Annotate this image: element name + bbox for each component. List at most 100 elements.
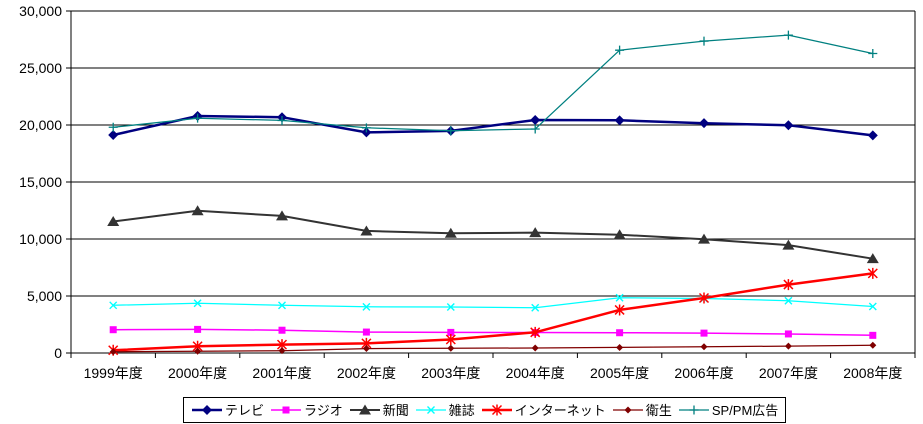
legend-marker-icon (271, 406, 302, 414)
asterisk-marker (491, 404, 502, 416)
triangle-marker (698, 233, 710, 244)
x-marker (278, 301, 286, 310)
legend-marker-icon (415, 406, 446, 414)
asterisk-marker (783, 279, 794, 291)
diamond-marker (202, 405, 212, 415)
legend-item-2: 新聞 (349, 403, 409, 417)
square-marker (278, 326, 286, 334)
x-marker (109, 301, 118, 310)
x-axis-label: 2005年度 (590, 365, 649, 381)
y-axis-label: 20,000 (19, 117, 62, 133)
series-line (113, 34, 873, 132)
plus-marker (615, 45, 625, 55)
triangle-marker (276, 210, 288, 221)
triangle-marker (191, 205, 204, 216)
x-axis-label: 2000年度 (168, 365, 227, 381)
diamond-marker (867, 130, 878, 141)
asterisk-marker (867, 267, 878, 279)
legend-label: 新聞 (382, 402, 409, 418)
diamond-small-marker (194, 347, 202, 355)
y-axis-label: 10,000 (19, 231, 62, 247)
x-axis-label: 2008年度 (843, 365, 902, 381)
triangle-marker (107, 216, 120, 227)
diamond-small-marker (109, 348, 117, 356)
plus-marker (446, 126, 456, 136)
plus-marker (277, 115, 287, 125)
legend-marker-icon (678, 405, 709, 415)
diamond-small-marker (616, 343, 624, 351)
legend-label: 雑誌 (448, 402, 475, 418)
x-axis-label: 2003年度 (421, 365, 480, 381)
legend-label: 衛生 (645, 402, 672, 418)
legend-label: ラジオ (304, 402, 343, 418)
legend-marker-icon (192, 405, 222, 415)
diamond-small-marker (362, 345, 370, 353)
x-axis-label: 2006年度 (674, 365, 733, 381)
plus-marker (689, 405, 699, 415)
x-marker (784, 296, 793, 305)
x-marker (446, 303, 455, 311)
triangle-marker (529, 227, 542, 238)
square-marker (282, 406, 290, 414)
plus-marker (783, 30, 793, 40)
asterisk-marker (530, 326, 541, 338)
square-marker (616, 329, 624, 337)
diamond-small-marker (278, 347, 286, 355)
asterisk-marker (614, 304, 625, 316)
diamond-marker (614, 115, 625, 126)
diamond-marker (699, 118, 709, 129)
triangle-marker (613, 229, 626, 240)
y-axis-label: 0 (54, 345, 62, 361)
x-marker (615, 293, 624, 302)
legend-item-0: テレビ (191, 403, 264, 417)
legend-marker-icon (349, 404, 380, 415)
triangle-marker (866, 253, 879, 264)
chart-legend: テレビ ラジオ 新聞 雑誌 インターネット 衛生 SP/PM広告 (183, 397, 787, 423)
series-line (113, 297, 873, 309)
square-marker (700, 329, 708, 337)
series-line (113, 344, 873, 353)
triangle-marker (358, 404, 371, 415)
series-line (113, 272, 873, 352)
x-axis-label: 1999年度 (84, 365, 143, 381)
plus-marker (108, 122, 118, 132)
plus-marker (699, 36, 709, 46)
diamond-marker (108, 130, 119, 141)
x-axis-label: 2001年度 (252, 365, 311, 381)
x-axis-label: 2004年度 (506, 365, 565, 381)
series-line (112, 114, 873, 137)
diamond-small-marker (624, 406, 632, 414)
square-marker (447, 328, 455, 336)
plus-marker (530, 124, 540, 134)
legend-label: テレビ (225, 402, 265, 418)
legend-item-6: SP/PM広告 (678, 403, 778, 417)
triangle-marker (782, 239, 795, 250)
x-marker (362, 302, 371, 311)
square-marker (362, 328, 370, 336)
x-marker (193, 299, 202, 308)
series-line (113, 209, 873, 260)
legend-item-3: 雑誌 (415, 403, 475, 417)
y-axis-label: 5,000 (27, 288, 62, 304)
x-marker (868, 302, 877, 311)
y-axis-label: 30,000 (19, 3, 62, 19)
legend-label: SP/PM広告 (711, 402, 779, 418)
x-marker (426, 406, 435, 414)
square-marker (869, 331, 877, 339)
diamond-small-marker (784, 342, 792, 350)
triangle-marker (360, 225, 373, 236)
square-marker (194, 325, 202, 333)
x-axis-label: 2007年度 (759, 365, 818, 381)
diamond-small-marker (700, 343, 708, 351)
y-axis-label: 25,000 (19, 60, 62, 76)
diamond-marker (530, 115, 541, 126)
legend-item-4: インターネット (481, 403, 606, 417)
plus-marker (868, 48, 878, 58)
square-marker (784, 330, 792, 338)
plus-marker (361, 123, 371, 133)
x-marker (531, 303, 540, 312)
plus-marker (193, 113, 203, 123)
diamond-small-marker (869, 341, 877, 349)
